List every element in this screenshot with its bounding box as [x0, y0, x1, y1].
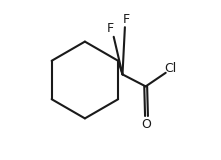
Text: O: O [142, 118, 151, 131]
Text: F: F [123, 13, 130, 26]
Text: F: F [107, 22, 114, 35]
Text: Cl: Cl [164, 62, 177, 75]
